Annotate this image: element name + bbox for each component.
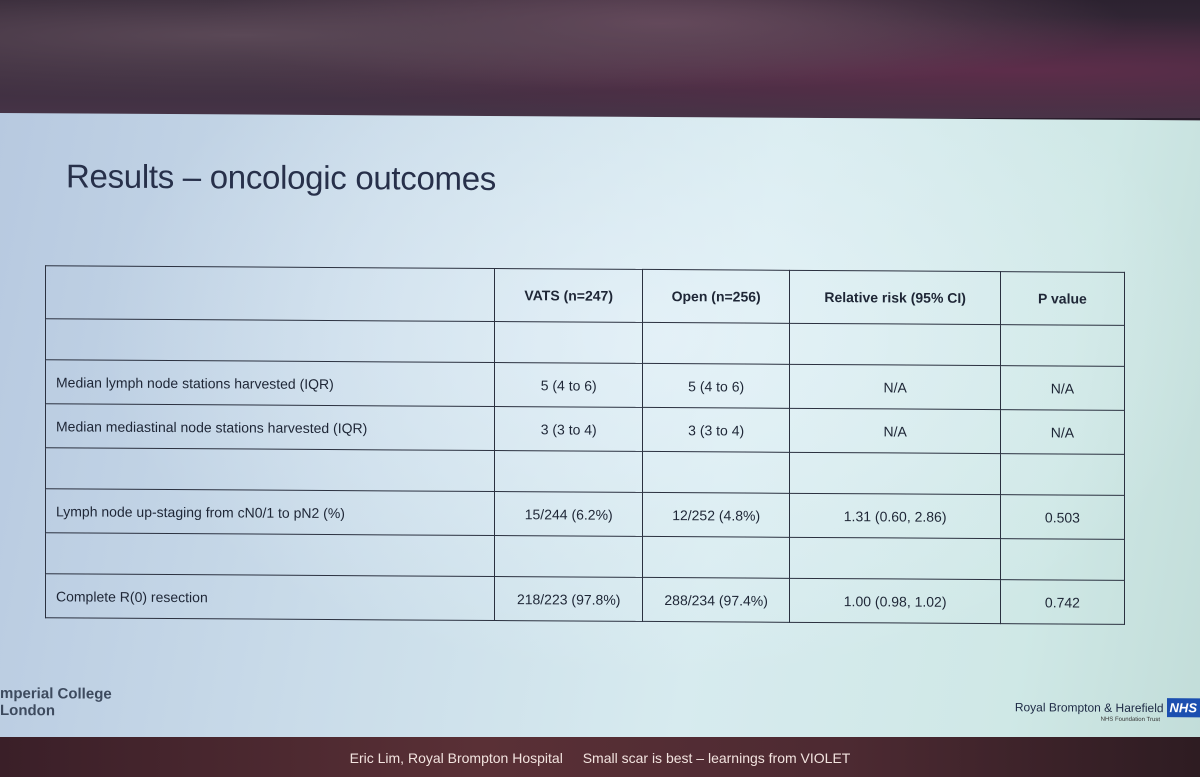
- header-cell-open: Open (n=256): [642, 269, 790, 324]
- organisation-name: Royal Brompton & Harefield: [1014, 699, 1164, 715]
- p-value: N/A: [1000, 365, 1125, 411]
- vats-value: 5 (4 to 6): [494, 362, 643, 408]
- table-row: Median lymph node stations harvested (IQ…: [45, 359, 1125, 411]
- row-label: Complete R(0) resection: [45, 573, 495, 621]
- footer-caption: Eric Lim, Royal Brompton Hospital Small …: [0, 750, 1200, 766]
- row-label: [45, 447, 495, 492]
- p-value: 0.503: [1000, 494, 1125, 540]
- header-cell-vats: VATS (n=247): [494, 268, 643, 323]
- open-value: 12/252 (4.8%): [642, 492, 790, 538]
- table-row: [45, 532, 1125, 581]
- footer-banner: [0, 737, 1200, 777]
- row-label: [45, 532, 495, 577]
- open-value: 288/234 (97.4%): [642, 577, 790, 623]
- header-cell-p-value: P value: [1000, 271, 1125, 326]
- vats-value: [494, 535, 643, 578]
- vats-value: 15/244 (6.2%): [494, 491, 643, 537]
- p-value: N/A: [1000, 409, 1125, 455]
- vats-value: 3 (3 to 4): [494, 406, 643, 452]
- p-value: [1000, 324, 1125, 367]
- nhs-badge: NHS: [1166, 698, 1200, 718]
- relative-risk-value: [789, 452, 1001, 495]
- row-label: Median mediastinal node stations harvest…: [45, 403, 495, 451]
- p-value: [1000, 453, 1125, 496]
- open-value: 5 (4 to 6): [642, 363, 790, 409]
- table-header-row: VATS (n=247) Open (n=256) Relative risk …: [45, 265, 1125, 326]
- table-row: [45, 447, 1125, 496]
- open-value: 3 (3 to 4): [642, 407, 790, 453]
- relative-risk-value: 1.00 (0.98, 1.02): [789, 578, 1001, 624]
- open-value: [642, 451, 790, 494]
- vats-value: 218/223 (97.8%): [494, 576, 643, 622]
- slide-title: Results – oncologic outcomes: [66, 157, 496, 198]
- row-label: Median lymph node stations harvested (IQ…: [45, 359, 495, 407]
- relative-risk-value: [789, 537, 1001, 580]
- table-row: [45, 318, 1125, 367]
- trust-name: NHS Foundation Trust: [1100, 716, 1160, 724]
- relative-risk-value: 1.31 (0.60, 2.86): [789, 493, 1001, 539]
- talk-title: Small scar is best – learnings from VIOL…: [582, 750, 851, 766]
- open-value: [642, 536, 790, 579]
- table-row: Median mediastinal node stations harvest…: [45, 403, 1125, 455]
- logo-line-2: London: [0, 702, 55, 720]
- row-label: Lymph node up-staging from cN0/1 to pN2 …: [45, 488, 495, 536]
- row-label: [45, 318, 495, 363]
- logo-line-1: mperial College: [0, 685, 112, 703]
- vats-value: [494, 450, 643, 493]
- presenter-name: Eric Lim, Royal Brompton Hospital: [349, 750, 563, 766]
- relative-risk-value: [789, 323, 1001, 366]
- results-table: VATS (n=247) Open (n=256) Relative risk …: [45, 265, 1125, 625]
- vats-value: [494, 321, 643, 364]
- relative-risk-value: N/A: [789, 408, 1001, 454]
- table-row: Lymph node up-staging from cN0/1 to pN2 …: [45, 488, 1125, 540]
- presentation-slide: Results – oncologic outcomes VATS (n=247…: [0, 113, 1200, 745]
- p-value: [1000, 538, 1125, 581]
- header-cell-label: [45, 265, 495, 322]
- imperial-college-logo: mperial College London: [0, 685, 112, 720]
- royal-brompton-logo: Royal Brompton & Harefield NHS NHS Founda…: [1015, 697, 1200, 723]
- room-background-top: [0, 0, 1200, 118]
- open-value: [642, 322, 790, 365]
- p-value: 0.742: [1000, 579, 1125, 625]
- relative-risk-value: N/A: [789, 364, 1001, 410]
- header-cell-relative-risk: Relative risk (95% CI): [789, 270, 1001, 325]
- table-row: Complete R(0) resection 218/223 (97.8%) …: [45, 573, 1125, 625]
